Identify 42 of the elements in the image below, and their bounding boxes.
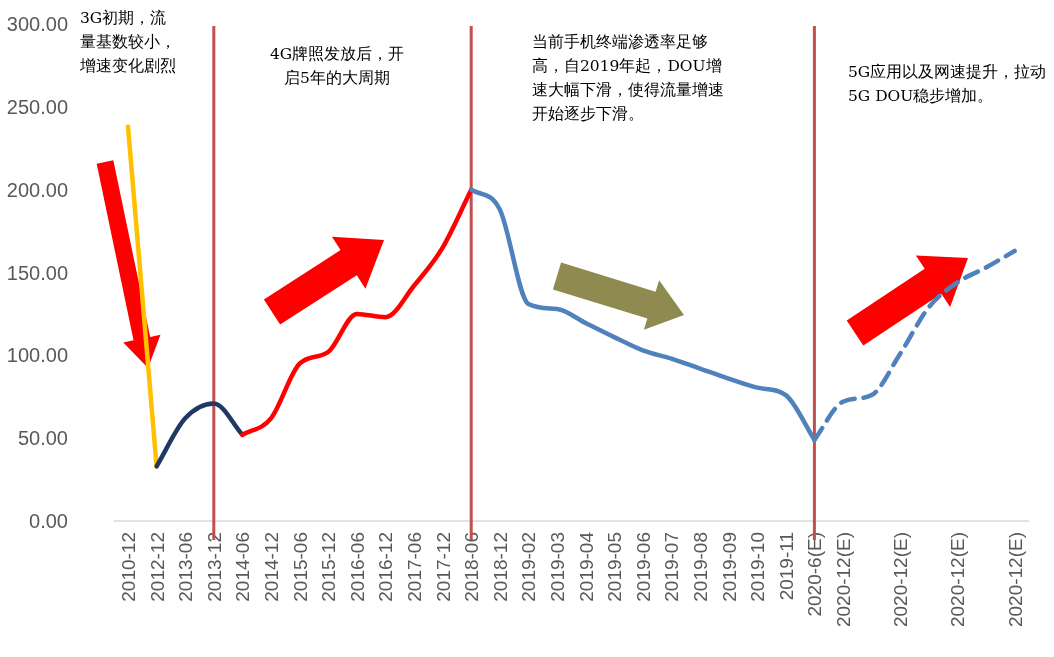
x-tick-label: 2019-02 xyxy=(518,532,540,602)
x-tick-label: 2020-12(E) xyxy=(1004,532,1026,628)
y-tick-label: 300.00 xyxy=(6,13,68,35)
x-tick-label: 2016-06 xyxy=(346,532,368,602)
x-tick-label: 2014-06 xyxy=(232,532,254,602)
x-tick-label: 2020-12(E) xyxy=(890,532,912,628)
annotation: 5G应用以及网速提升，拉动5G DOU稳步增加。 xyxy=(848,62,1048,107)
y-tick-label: 0.00 xyxy=(29,510,68,532)
x-tick-label: 2019-08 xyxy=(690,532,711,602)
x-tick-label: 2020-12(E) xyxy=(833,532,854,628)
y-tick-label: 150.00 xyxy=(6,261,68,284)
y-tick-label: 200.00 xyxy=(6,178,68,201)
x-tick-label: 2010-12 xyxy=(118,532,139,602)
annotation: 当前手机终端渗透率足够高，自2019年起，DOU增速大幅下滑，使得流量增速开始逐步下滑。 xyxy=(532,32,725,125)
x-tick-label: 2012-12 xyxy=(146,532,168,602)
x-tick-label: 2019-06 xyxy=(632,532,654,602)
x-tick-label: 2019-07 xyxy=(661,532,683,602)
x-tick-label: 2015-06 xyxy=(289,532,311,602)
x-tick-label: 2019-03 xyxy=(547,532,568,602)
y-tick-label: 50.00 xyxy=(17,427,68,450)
x-tick-label: 2019-11 xyxy=(775,532,797,601)
x-tick-label: 2014-12 xyxy=(261,532,282,602)
annotation: 4G牌照发放后，开启5年的大周期 xyxy=(268,44,406,89)
x-tick-label: 2013-06 xyxy=(175,532,197,602)
x-tick-label: 2015-12 xyxy=(318,532,340,602)
x-tick-label: 2019-04 xyxy=(575,531,597,602)
x-tick-label: 2019-10 xyxy=(747,532,769,602)
x-tick-label: 2019-05 xyxy=(604,532,626,602)
annotation: 3G初期，流量基数较小，增速变化剧烈 xyxy=(80,8,177,77)
y-tick-label: 250.00 xyxy=(6,95,68,118)
x-tick-label: 2016-12 xyxy=(375,532,397,602)
x-tick-label: 2019-09 xyxy=(718,532,740,602)
y-tick-label: 100.00 xyxy=(6,344,68,367)
x-tick-label: 2020-12(E) xyxy=(947,532,969,628)
x-tick-label: 2017-06 xyxy=(404,532,425,602)
x-tick-label: 2018-12 xyxy=(489,532,511,602)
x-tick-label: 2018-06 xyxy=(461,532,483,602)
x-tick-label: 2020-6(E) xyxy=(804,532,826,617)
line-series xyxy=(154,401,245,469)
x-tick-label: 2013-12 xyxy=(203,532,225,602)
line-series xyxy=(240,187,474,438)
x-tick-label: 2017-12 xyxy=(432,532,454,602)
